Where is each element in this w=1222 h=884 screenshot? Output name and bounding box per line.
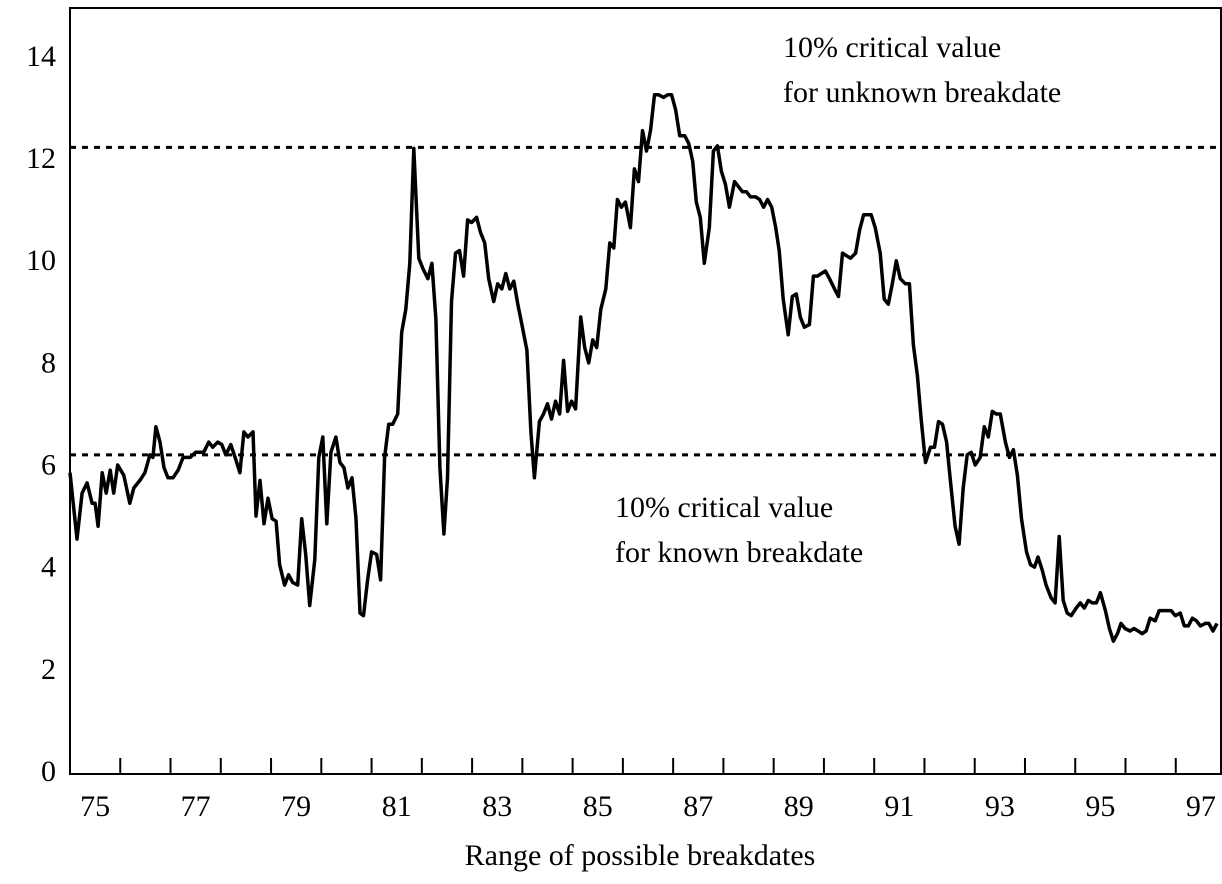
y-tick-label: 10: [26, 244, 56, 277]
x-tick-label: 83: [482, 790, 512, 823]
y-tick-label: 2: [41, 653, 56, 686]
annotation: for unknown breakdate: [783, 76, 1061, 109]
x-axis-label: Range of possible breakdates: [465, 839, 816, 872]
series-line: [68, 93, 1219, 643]
annotation: 10% critical value: [783, 31, 1001, 64]
y-tick-label: 4: [41, 551, 56, 584]
x-tick-label: 95: [1085, 790, 1115, 823]
plot-frame: [69, 7, 1222, 775]
annotation: 10% critical value: [615, 491, 833, 524]
x-tick-label: 85: [583, 790, 613, 823]
y-tick-label: 14: [26, 40, 56, 73]
x-tick-label: 81: [382, 790, 412, 823]
y-tick-label: 12: [26, 142, 56, 175]
x-tick-label: 77: [181, 790, 211, 823]
annotation: for known breakdate: [615, 536, 863, 569]
y-tick-label: 0: [41, 755, 56, 788]
x-tick-label: 89: [784, 790, 814, 823]
x-tick-label: 93: [985, 790, 1015, 823]
x-tick-label: 91: [884, 790, 914, 823]
y-tick-label: 8: [41, 346, 56, 379]
x-tick-label: 75: [80, 790, 110, 823]
x-tick-label: 79: [281, 790, 311, 823]
x-tick-label: 87: [683, 790, 713, 823]
x-tick-label: 97: [1186, 790, 1216, 823]
y-tick-label: 6: [41, 448, 56, 481]
